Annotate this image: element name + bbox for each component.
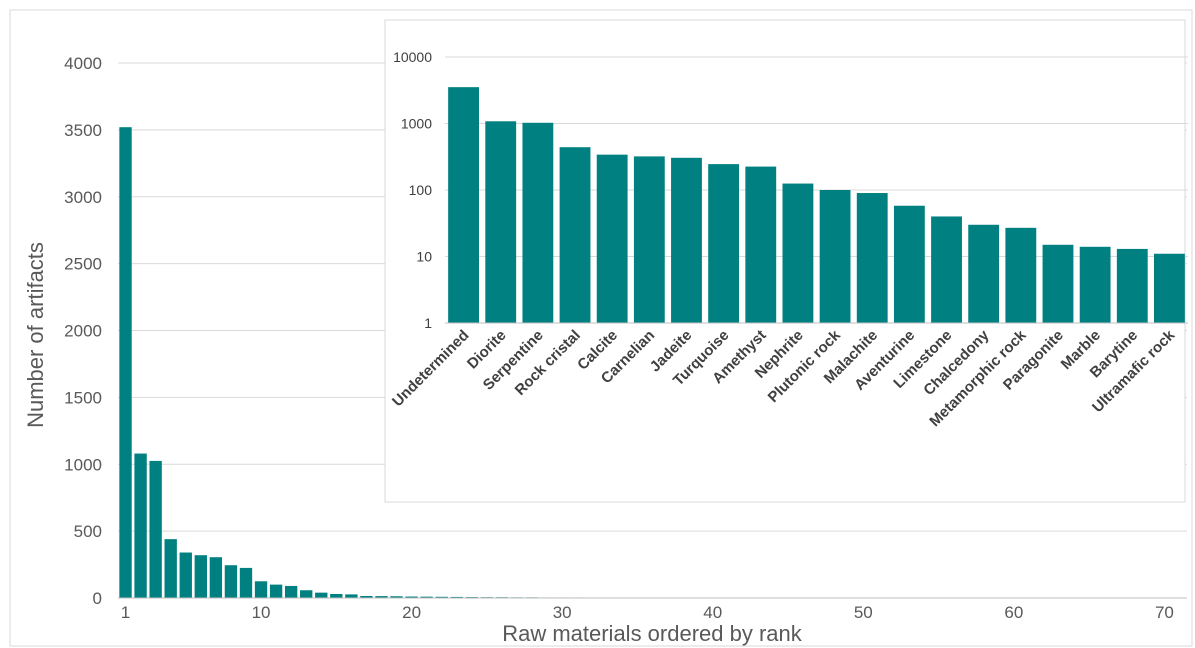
main-bar xyxy=(134,453,147,598)
main-x-tick-label: 20 xyxy=(402,603,421,622)
main-x-tick-label: 30 xyxy=(553,603,572,622)
main-y-tick-label: 0 xyxy=(93,589,102,608)
main-bar xyxy=(330,593,343,598)
main-bar xyxy=(405,596,418,598)
inset-bar xyxy=(819,190,851,323)
inset-bars xyxy=(448,87,1185,324)
main-bar xyxy=(420,596,433,598)
main-bar xyxy=(194,555,207,598)
main-x-tick-label: 60 xyxy=(1004,603,1023,622)
main-bar xyxy=(209,557,223,598)
main-x-tick-label: 70 xyxy=(1155,603,1174,622)
main-x-tick-labels: 1 10 20 30 40 50 60 70 xyxy=(121,603,1174,622)
main-y-tick-labels: 0 500 1000 1500 2000 2500 3000 3500 4000 xyxy=(64,54,102,608)
main-bar xyxy=(269,584,283,598)
main-bar xyxy=(284,585,298,598)
main-bar xyxy=(300,590,313,598)
main-bar xyxy=(119,127,132,598)
inset-y-tick-label: 100 xyxy=(409,182,433,198)
inset-bar xyxy=(856,193,888,323)
main-x-tick-label: 1 xyxy=(121,603,130,622)
inset-bar xyxy=(1005,227,1037,323)
main-y-tick-label: 3000 xyxy=(64,188,102,207)
inset-y-tick-label: 10 xyxy=(416,249,432,265)
inset-y-tick-label: 1000 xyxy=(401,116,432,132)
inset-bar xyxy=(671,157,702,323)
inset-bar xyxy=(596,154,628,323)
main-bar xyxy=(239,567,253,598)
main-bar xyxy=(345,594,358,598)
main-x-tick-label: 50 xyxy=(854,603,873,622)
inset-bar xyxy=(633,156,665,323)
inset-bar xyxy=(522,122,554,323)
inset-bar xyxy=(1042,244,1074,323)
main-bar xyxy=(164,539,177,598)
inset-bar xyxy=(1116,248,1148,323)
main-y-axis-title: Number of artifacts xyxy=(23,242,48,428)
main-bar xyxy=(149,460,162,598)
main-bar xyxy=(360,595,373,598)
main-bar xyxy=(390,596,403,598)
main-bar xyxy=(435,596,448,598)
inset-bar xyxy=(1154,253,1185,323)
main-y-tick-label: 1500 xyxy=(64,388,102,407)
inset-bar xyxy=(448,87,479,324)
main-y-tick-label: 4000 xyxy=(64,54,102,73)
inset-bar xyxy=(893,205,925,323)
inset-bar xyxy=(559,147,591,323)
inset-bar xyxy=(931,216,962,323)
main-bar xyxy=(254,581,268,598)
main-bar xyxy=(450,596,463,598)
main-y-tick-label: 2500 xyxy=(64,255,102,274)
inset-bar xyxy=(782,183,814,323)
main-y-tick-label: 1000 xyxy=(64,455,102,474)
main-y-tick-label: 500 xyxy=(74,522,102,541)
main-x-tick-label: 40 xyxy=(703,603,722,622)
main-y-tick-label: 3500 xyxy=(64,121,102,140)
inset-bar xyxy=(968,224,1000,323)
main-bar xyxy=(224,565,238,598)
inset-y-tick-labels: 1 10 100 1000 10000 xyxy=(393,49,432,331)
main-y-tick-label: 2000 xyxy=(64,322,102,341)
inset-bar xyxy=(708,164,740,323)
inset-bar xyxy=(1079,246,1111,323)
main-x-axis-title: Raw materials ordered by rank xyxy=(502,621,803,646)
main-bar xyxy=(375,596,388,598)
main-bar xyxy=(315,592,328,598)
inset-bar xyxy=(745,166,777,323)
main-bars xyxy=(119,127,1171,599)
inset-y-tick-label: 1 xyxy=(424,315,432,331)
main-bar xyxy=(179,552,192,598)
inset-bar xyxy=(485,121,517,324)
main-x-tick-label: 10 xyxy=(252,603,271,622)
inset-y-tick-label: 10000 xyxy=(393,49,432,65)
